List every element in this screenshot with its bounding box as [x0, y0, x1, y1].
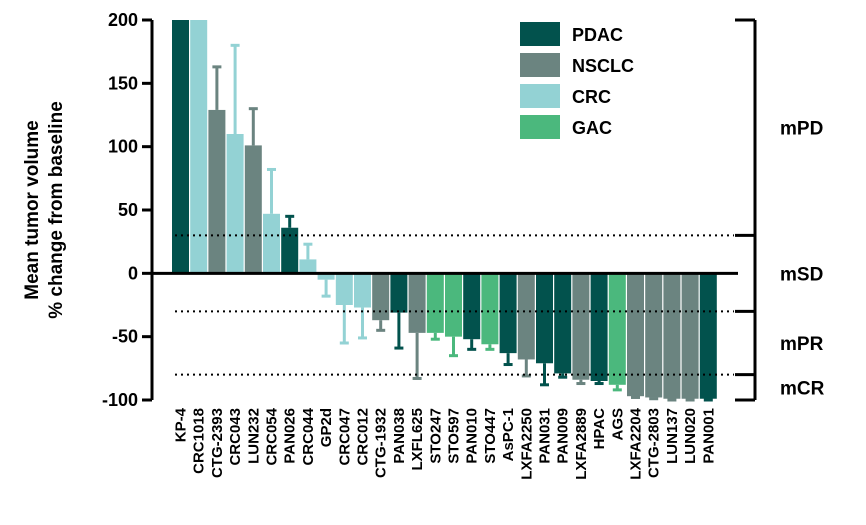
x-tick-label-aspc-1: AsPC-1 — [500, 408, 517, 461]
x-tick-label-ctg-1932: CTG-1932 — [373, 408, 390, 478]
x-tick-labels: KP-4 CRC1018 CTG-2393 CRC043 LUN232 CRC054 PAN… — [173, 407, 718, 479]
y-tick-label--50: -50 — [112, 327, 138, 347]
x-tick-label-lxfa2204: LXFA2204 — [628, 407, 645, 479]
x-tick-label-pan026: PAN026 — [282, 408, 299, 464]
response-label-msd: mSD — [780, 264, 823, 285]
legend-label-gac: GAC — [572, 118, 612, 138]
bar-crc012 — [354, 273, 371, 308]
legend-label-nsclc: NSCLC — [572, 56, 634, 76]
legend-swatch-nsclc — [520, 53, 560, 77]
legend-swatch-gac — [520, 115, 560, 139]
bar-ctg-2393 — [208, 109, 226, 274]
legend-swatch-crc — [520, 84, 560, 108]
bar-pan001 — [699, 273, 717, 399]
bar-crc044 — [299, 259, 317, 274]
y-tick-label-150: 150 — [108, 73, 138, 93]
response-label-mcr: mCR — [780, 378, 825, 399]
bar-pan031 — [536, 273, 553, 364]
x-tick-label-crc012: CRC012 — [355, 408, 372, 466]
bar-sto247 — [426, 273, 444, 333]
bar-pan009 — [554, 273, 572, 374]
x-tick-label-pan009: PAN009 — [555, 408, 572, 464]
y-tick-label--100: -100 — [102, 390, 138, 410]
bar-sto597 — [445, 273, 462, 337]
x-tick-label-lun137: LUN137 — [664, 408, 681, 464]
bars-group — [172, 20, 717, 402]
bar-ctg-1932 — [372, 273, 390, 321]
bar-crc054 — [263, 213, 280, 274]
x-tick-label-ags: AGS — [609, 408, 626, 441]
y-tick-label-50: 50 — [118, 200, 138, 220]
x-tick-label-pan038: PAN038 — [391, 408, 408, 464]
bar-lxfa2889 — [572, 273, 590, 380]
legend-label-crc: CRC — [572, 87, 611, 107]
x-tick-label-crc044: CRC044 — [300, 407, 317, 465]
legend: PDAC NSCLC CRC GAC — [520, 22, 634, 139]
y-axis-label-line-1: Mean tumor volume — [22, 120, 43, 299]
bar-pan038 — [390, 273, 408, 313]
bar-lun020 — [681, 273, 699, 399]
axes-group: 200 150 100 50 0 -50 -100 — [102, 10, 738, 410]
bar-crc043 — [226, 134, 244, 274]
x-tick-label-sto597: STO597 — [446, 408, 463, 464]
bar-hpac — [590, 273, 608, 381]
x-tick-label-sto247: STO247 — [427, 408, 444, 464]
bar-crc047 — [335, 273, 353, 305]
y-axis-label: Mean tumor volume% change from baseline — [22, 101, 67, 319]
y-tick-label-200: 200 — [108, 10, 138, 30]
x-tick-label-hpac: HPAC — [591, 408, 608, 450]
bar-ctg-2803 — [645, 273, 663, 398]
x-tick-label-lun232: LUN232 — [245, 408, 262, 464]
x-tick-label-crc043: CRC043 — [227, 408, 244, 466]
bar-lxfa2204 — [627, 273, 644, 397]
bar-kp-4 — [172, 20, 189, 274]
x-tick-label-lun020: LUN020 — [682, 408, 699, 464]
x-tick-label-kp-4: KP-4 — [173, 407, 190, 442]
x-tick-label-pan031: PAN031 — [537, 408, 554, 464]
x-tick-label-sto447: STO447 — [482, 408, 499, 464]
x-tick-label-ctg-2393: CTG-2393 — [209, 408, 226, 478]
bar-sto447 — [481, 273, 499, 345]
y-tick-label-0: 0 — [128, 263, 138, 283]
x-tick-label-ctg-2803: CTG-2803 — [646, 408, 663, 478]
response-label-mpr: mPR — [780, 334, 824, 355]
legend-label-pdac: PDAC — [572, 25, 623, 45]
x-tick-label-gp2d: GP2d — [318, 408, 335, 447]
bar-lun137 — [663, 273, 681, 399]
bar-gp2d — [317, 273, 335, 280]
x-tick-label-crc047: CRC047 — [336, 408, 353, 466]
bar-crc1018 — [190, 20, 208, 274]
response-label-mpd: mPD — [780, 119, 823, 140]
response-brackets: mPD mSD mPR mCR — [735, 18, 825, 402]
bar-ags — [608, 273, 626, 385]
bar-pan026 — [281, 227, 299, 274]
y-tick-label-100: 100 — [108, 137, 138, 157]
x-tick-label-crc054: CRC054 — [264, 407, 281, 465]
x-tick-label-pan010: PAN010 — [464, 408, 481, 464]
bar-aspc-1 — [499, 273, 517, 354]
x-tick-label-pan001: PAN001 — [700, 408, 717, 464]
legend-swatch-pdac — [520, 22, 560, 46]
bar-pan010 — [463, 273, 481, 340]
bar-lun232 — [244, 145, 262, 274]
bar-lxfa2250 — [517, 273, 535, 360]
x-tick-label-lxfa2889: LXFA2889 — [573, 408, 590, 480]
bar-lxfl625 — [408, 273, 426, 333]
x-tick-label-lxfl625: LXFL625 — [409, 408, 426, 471]
x-tick-label-lxfa2250: LXFA2250 — [518, 408, 535, 480]
y-axis-label-line-2: % change from baseline — [46, 101, 67, 319]
x-tick-label-crc1018: CRC1018 — [191, 408, 208, 474]
